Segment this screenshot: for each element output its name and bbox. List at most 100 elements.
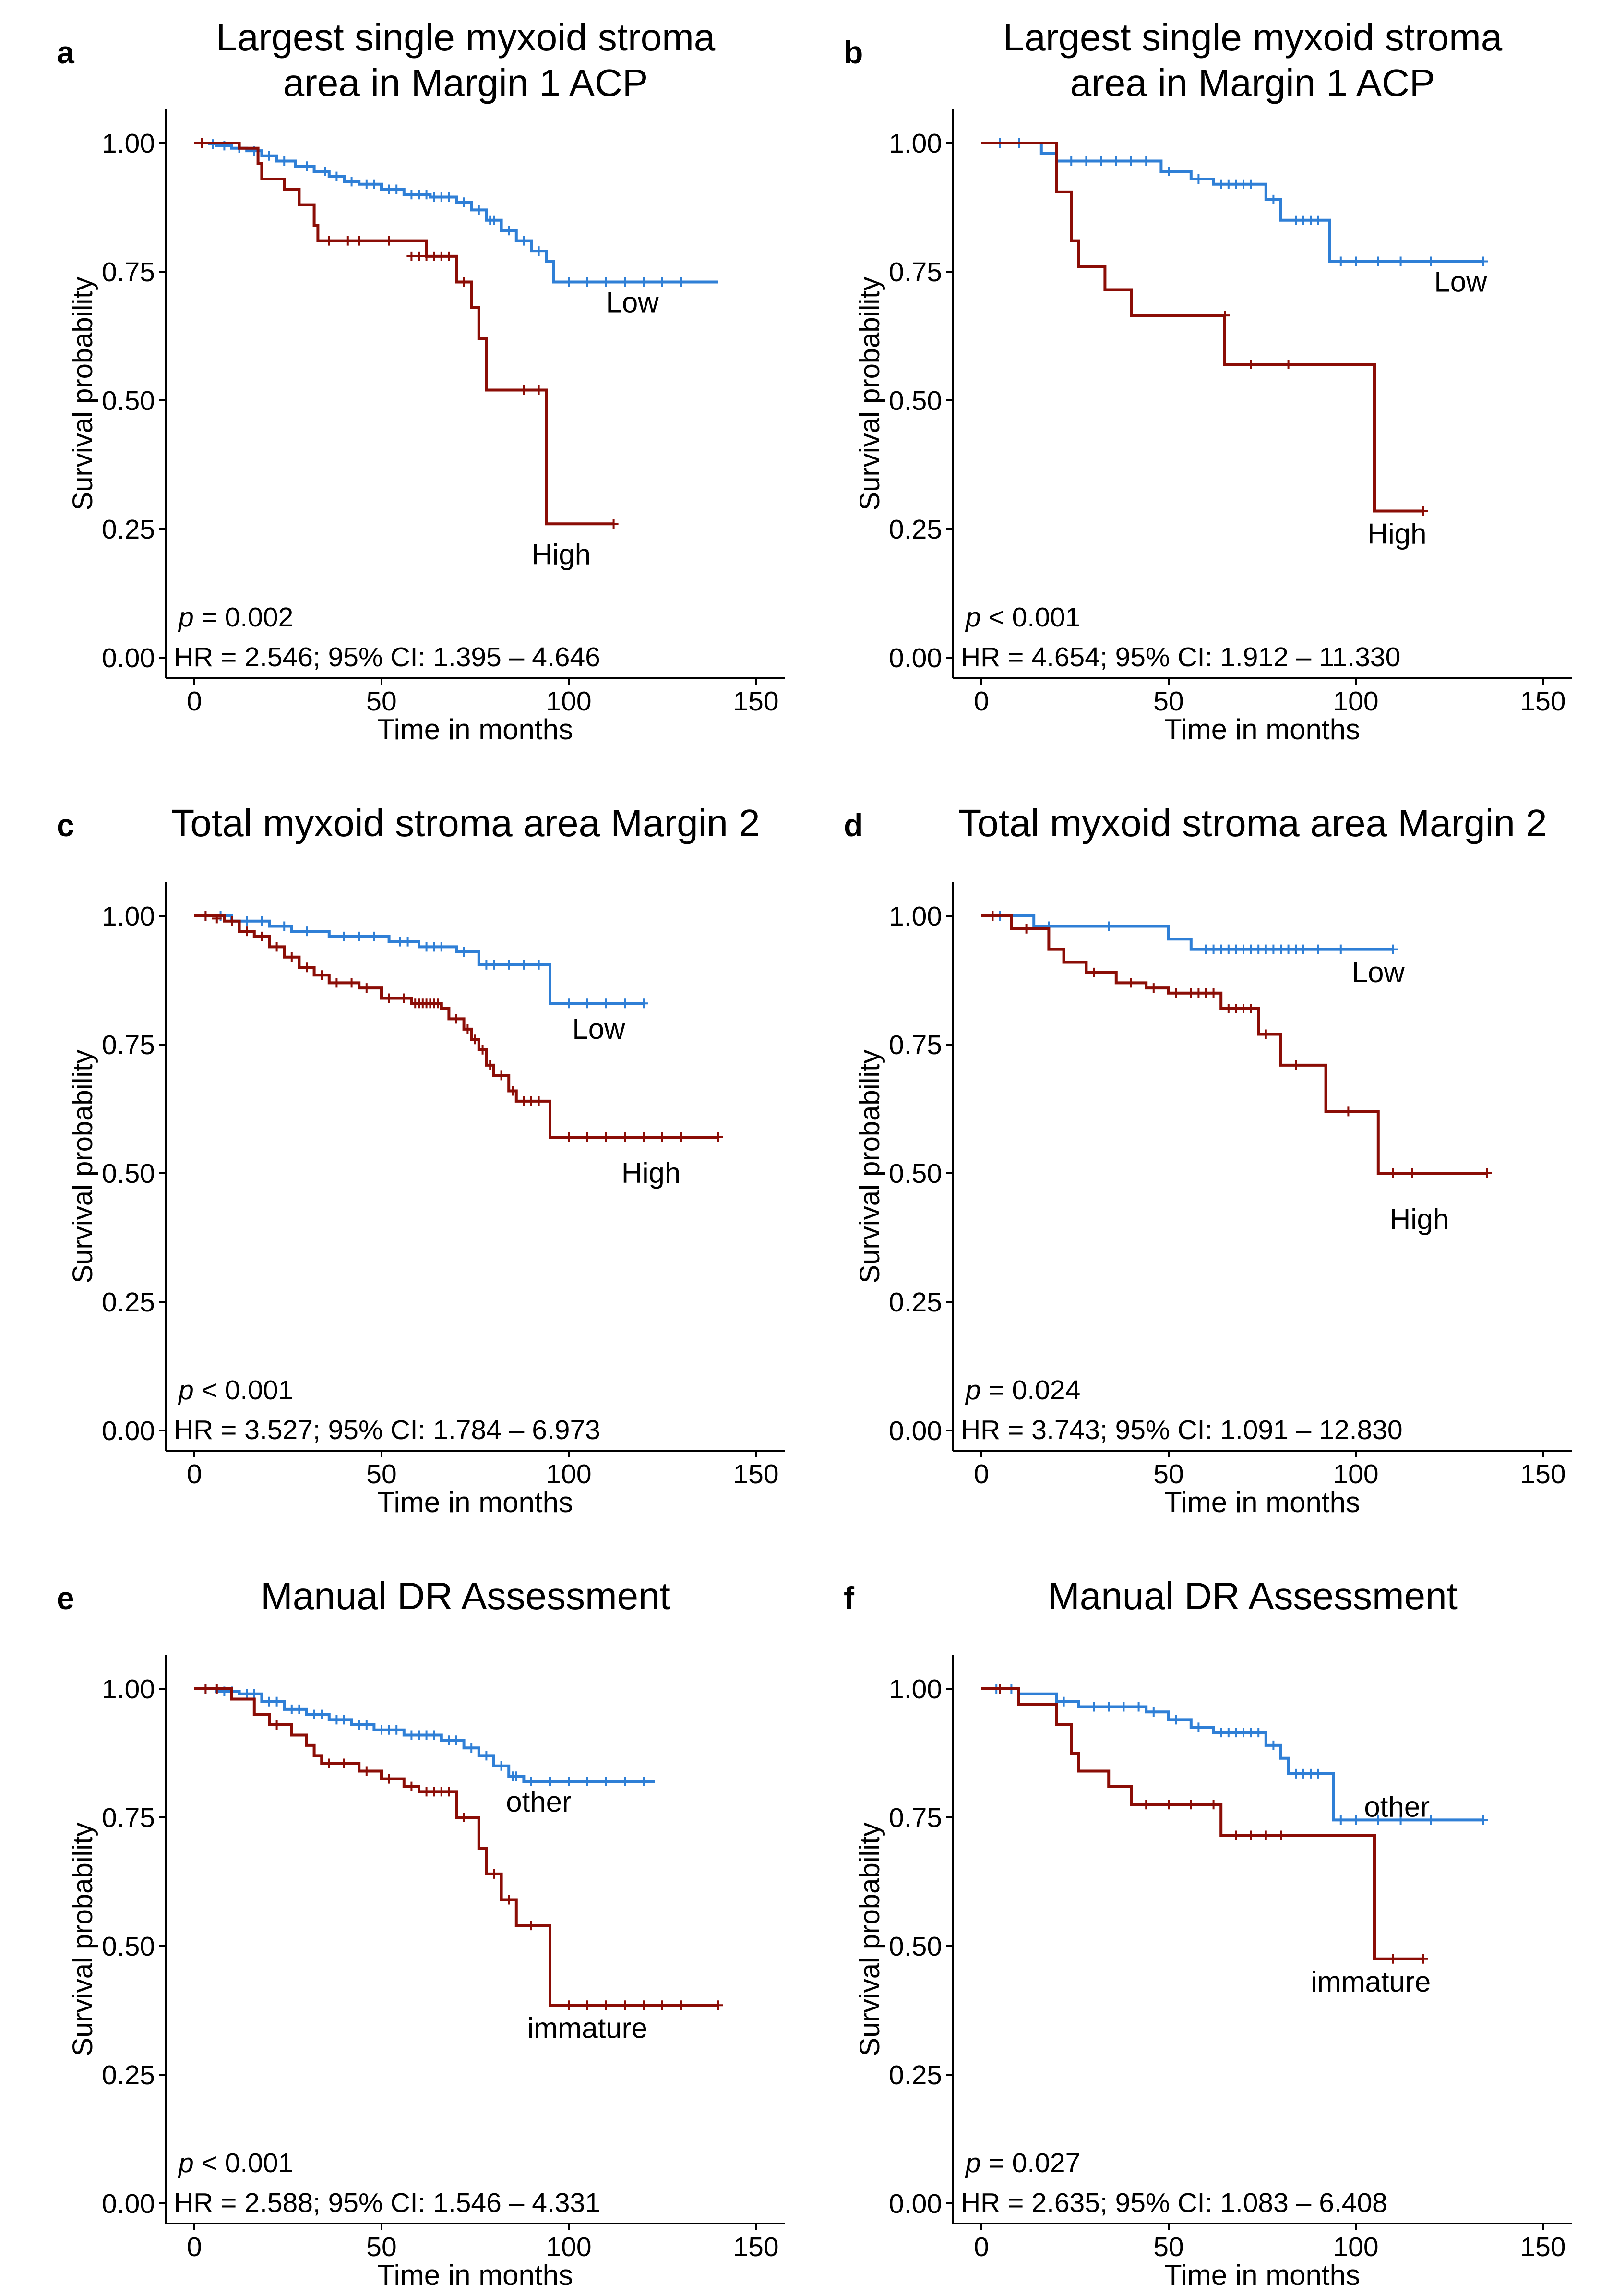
censor-mark [1351, 256, 1361, 266]
censor-mark [1336, 1815, 1346, 1825]
censor-mark [639, 1132, 648, 1142]
panel-label: a [57, 35, 75, 70]
y-tick-label: 0.75 [889, 1803, 942, 1833]
censor-mark [676, 2000, 686, 2010]
survival-curve [194, 914, 644, 1005]
censor-mark [339, 1715, 349, 1725]
censor-mark [1314, 215, 1323, 225]
censor-mark [1171, 988, 1181, 998]
censor-mark [212, 1684, 222, 1694]
chart-title-line: Manual DR Assessment [261, 1575, 670, 1617]
censor-mark [249, 1689, 259, 1699]
censor-mark [264, 151, 274, 161]
series-other [981, 1684, 1488, 1825]
censor-mark [620, 277, 630, 287]
censor-mark [676, 1132, 686, 1142]
censor-mark [384, 1774, 394, 1784]
censor-mark [369, 179, 379, 189]
chart-title-line: Total myxoid stroma area Margin 2 [958, 802, 1547, 844]
censor-mark [279, 156, 289, 166]
y-axis-title: Survival probability [67, 277, 98, 511]
x-tick-label: 0 [974, 1459, 989, 1490]
y-tick-label: 0.50 [889, 1158, 942, 1189]
censor-mark [995, 1684, 1005, 1694]
censor-mark [1208, 988, 1219, 998]
censor-mark [242, 916, 252, 926]
p-value-text: p = 0.027 [965, 2148, 1080, 2178]
x-tick-label: 100 [1333, 2232, 1378, 2262]
censor-mark [361, 1766, 371, 1776]
censor-mark [1254, 1728, 1264, 1738]
censor-mark [1148, 1707, 1159, 1717]
censor-mark [463, 1024, 473, 1034]
censor-mark [1081, 156, 1091, 166]
x-tick-label: 150 [1520, 1459, 1565, 1490]
y-tick-label: 1.00 [889, 1674, 942, 1705]
censor-mark [421, 190, 431, 200]
censor-mark [519, 385, 529, 395]
censor-mark [1096, 156, 1106, 166]
censor-mark [272, 1696, 282, 1707]
p-value-text: p < 0.001 [965, 602, 1080, 633]
censor-mark [1388, 1954, 1398, 1964]
censor-mark [526, 1921, 536, 1931]
censor-mark [609, 519, 619, 529]
series-high [194, 911, 723, 1142]
y-tick-label: 0.00 [889, 1416, 942, 1446]
censor-mark [332, 171, 342, 181]
y-tick-label: 0.00 [889, 643, 942, 673]
censor-mark [508, 1086, 517, 1096]
censor-mark [601, 2000, 611, 2010]
censor-mark [294, 1704, 304, 1714]
y-tick-label: 1.00 [102, 128, 155, 159]
censor-mark [1291, 1060, 1301, 1070]
survival-curve [981, 1687, 1483, 1822]
censor-mark [369, 931, 379, 941]
censor-mark [1268, 194, 1278, 204]
censor-mark [534, 385, 544, 395]
p-symbol: p [965, 602, 981, 633]
censor-mark [272, 942, 282, 952]
x-tick-label: 100 [546, 1459, 591, 1490]
survival-curve [981, 1687, 1423, 1960]
panel-label: e [57, 1580, 74, 1616]
censor-mark [564, 277, 573, 287]
censor-mark [1066, 156, 1076, 166]
censor-mark [639, 277, 648, 287]
series-label: other [1364, 1791, 1430, 1823]
censor-mark [1418, 1954, 1428, 1964]
chart-title-line: area in Margin 1 ACP [1070, 61, 1435, 104]
censor-mark [534, 1096, 544, 1106]
series-label: immature [527, 2012, 647, 2044]
p-value: < 0.001 [194, 2148, 294, 2178]
y-tick-label: 0.75 [889, 257, 942, 288]
censor-mark [601, 277, 611, 287]
censor-mark [1396, 256, 1406, 266]
censor-mark [436, 942, 446, 952]
censor-mark [496, 1761, 506, 1771]
censor-mark [489, 215, 499, 225]
censor-mark [1482, 1168, 1492, 1178]
chart-title-line: area in Margin 1 ACP [283, 61, 648, 104]
x-tick-label: 100 [546, 686, 591, 717]
x-tick-label: 150 [733, 686, 778, 717]
censor-mark [620, 998, 630, 1009]
censor-mark [1089, 967, 1099, 977]
x-tick-label: 0 [187, 2232, 202, 2262]
censor-mark [1314, 1768, 1323, 1779]
censor-mark [354, 236, 364, 246]
panel-label: f [844, 1580, 855, 1616]
series-immature [194, 1684, 723, 2010]
survival-curve [194, 142, 614, 526]
x-axis-title: Time in months [377, 2259, 573, 2291]
censor-mark [343, 236, 353, 246]
censor-mark [1186, 1800, 1196, 1810]
series-low [194, 911, 648, 1009]
censor-mark [489, 1869, 499, 1879]
censor-mark [403, 937, 413, 947]
censor-mark [1089, 1702, 1099, 1712]
censor-mark [346, 177, 357, 187]
censor-mark [620, 1776, 630, 1786]
censor-mark [302, 161, 311, 171]
